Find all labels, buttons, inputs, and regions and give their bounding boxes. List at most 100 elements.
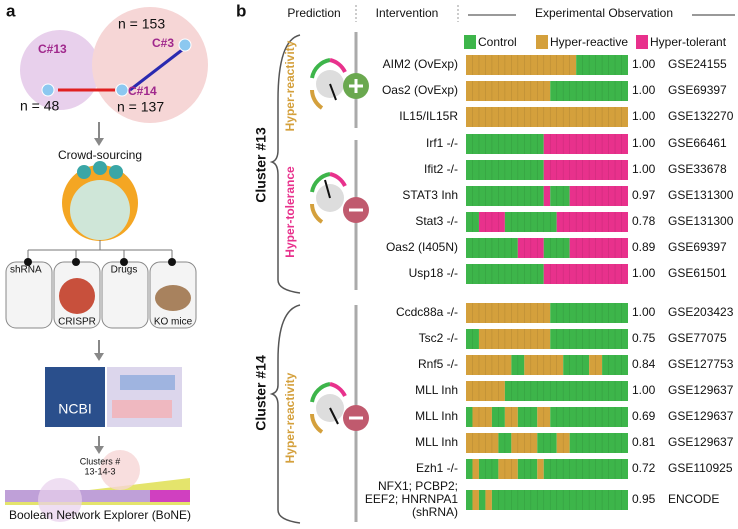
intervention: Ifit2 -/- xyxy=(424,162,458,176)
score: 0.69 xyxy=(632,409,656,423)
segment xyxy=(466,490,473,510)
prediction: Hyper-reactivity xyxy=(283,372,297,463)
dataset: GSE131300 xyxy=(668,188,734,202)
score: 0.72 xyxy=(632,461,656,475)
prediction: Hyper-tolerance xyxy=(283,166,297,258)
cluster-name: C#13 xyxy=(38,42,67,56)
legend-label: Control xyxy=(478,35,517,49)
intervention: NFX1; PCBP2; EEF2; HNRNPA1 (shRNA) xyxy=(365,479,458,519)
segment xyxy=(472,490,479,510)
segment xyxy=(472,407,492,427)
score: 0.78 xyxy=(632,214,656,228)
segment xyxy=(498,433,512,453)
score: 1.00 xyxy=(632,136,656,150)
intervention: IL15/IL15R xyxy=(399,109,458,123)
score: 1.00 xyxy=(632,83,656,97)
intervention: Stat3 -/- xyxy=(415,214,458,228)
legend-label: Hyper-tolerant xyxy=(650,35,727,49)
dataset: GSE61501 xyxy=(668,266,727,280)
segment xyxy=(498,459,518,479)
score: 1.00 xyxy=(632,305,656,319)
segment xyxy=(543,134,628,154)
segment xyxy=(504,381,628,401)
intervention: Ccdc88a -/- xyxy=(396,305,458,319)
segment xyxy=(569,433,628,453)
segment xyxy=(543,459,628,479)
legend-swatch xyxy=(464,35,476,49)
bone-clusters: 13-14-3 xyxy=(84,466,115,476)
segment xyxy=(550,303,628,323)
score: 0.95 xyxy=(632,492,656,506)
score: 0.89 xyxy=(632,240,656,254)
segment xyxy=(466,81,551,101)
intervention: Usp18 -/- xyxy=(409,266,458,280)
segment xyxy=(485,490,492,510)
segment xyxy=(550,407,628,427)
dataset: GSE77075 xyxy=(668,331,727,345)
segment xyxy=(550,81,628,101)
score: 1.00 xyxy=(632,383,656,397)
dataset: GSE127753 xyxy=(668,357,734,371)
segment xyxy=(543,186,551,206)
cluster-label: Cluster #14 xyxy=(253,355,269,431)
segment xyxy=(472,459,479,479)
segment xyxy=(543,160,628,180)
prediction: Hyper-reactivity xyxy=(283,40,297,131)
dataset: GSE203423 xyxy=(668,305,734,319)
header: Experimental Observation xyxy=(535,6,673,20)
dataset: GSE69397 xyxy=(668,240,727,254)
dataset: GSE24155 xyxy=(668,57,727,71)
intervention: STAT3 Inh xyxy=(402,188,458,202)
dataset: GSE66461 xyxy=(668,136,727,150)
method: Drugs xyxy=(111,265,138,276)
segment xyxy=(466,107,628,127)
cluster-n: n = 153 xyxy=(118,16,165,32)
segment xyxy=(478,329,551,349)
segment xyxy=(511,355,525,375)
segment xyxy=(466,55,577,75)
segment xyxy=(576,55,628,75)
score: 1.00 xyxy=(632,162,656,176)
intervention: Oas2 (OvExp) xyxy=(382,83,458,97)
panel-letter: b xyxy=(236,1,246,20)
dataset: GSE129637 xyxy=(668,383,734,397)
cluster-n: n = 137 xyxy=(117,99,164,115)
legend-label: Hyper-reactive xyxy=(550,35,628,49)
database: NCBI xyxy=(58,401,91,417)
cluster-label: Cluster #13 xyxy=(253,127,269,203)
score: 1.00 xyxy=(632,109,656,123)
segment xyxy=(466,160,544,180)
segment xyxy=(543,238,570,258)
segment xyxy=(478,212,505,232)
segment xyxy=(466,381,505,401)
segment xyxy=(466,407,473,427)
score: 0.84 xyxy=(632,357,656,371)
segment xyxy=(556,212,628,232)
method: CRISPR xyxy=(58,317,96,328)
intervention: MLL Inh xyxy=(415,409,458,423)
segment xyxy=(504,212,557,232)
segment xyxy=(550,186,570,206)
score: 1.00 xyxy=(632,266,656,280)
dataset: GSE129637 xyxy=(668,409,734,423)
segment xyxy=(524,355,564,375)
segment xyxy=(478,459,499,479)
segment xyxy=(550,329,628,349)
segment xyxy=(537,459,544,479)
segment xyxy=(569,186,628,206)
segment xyxy=(491,407,505,427)
segment xyxy=(466,264,544,284)
segment xyxy=(466,433,499,453)
dataset: GSE132270 xyxy=(668,109,734,123)
intervention: Ezh1 -/- xyxy=(416,461,458,475)
segment xyxy=(466,186,544,206)
intervention: Oas2 (I405N) xyxy=(386,240,458,254)
segment xyxy=(517,459,538,479)
segment xyxy=(466,329,479,349)
dataset: GSE69397 xyxy=(668,83,727,97)
segment xyxy=(466,212,479,232)
segment xyxy=(563,355,590,375)
crowd-label: Crowd-sourcing xyxy=(58,148,142,162)
panel-a-graphics xyxy=(5,7,208,522)
panel-b-graphics xyxy=(269,5,735,524)
